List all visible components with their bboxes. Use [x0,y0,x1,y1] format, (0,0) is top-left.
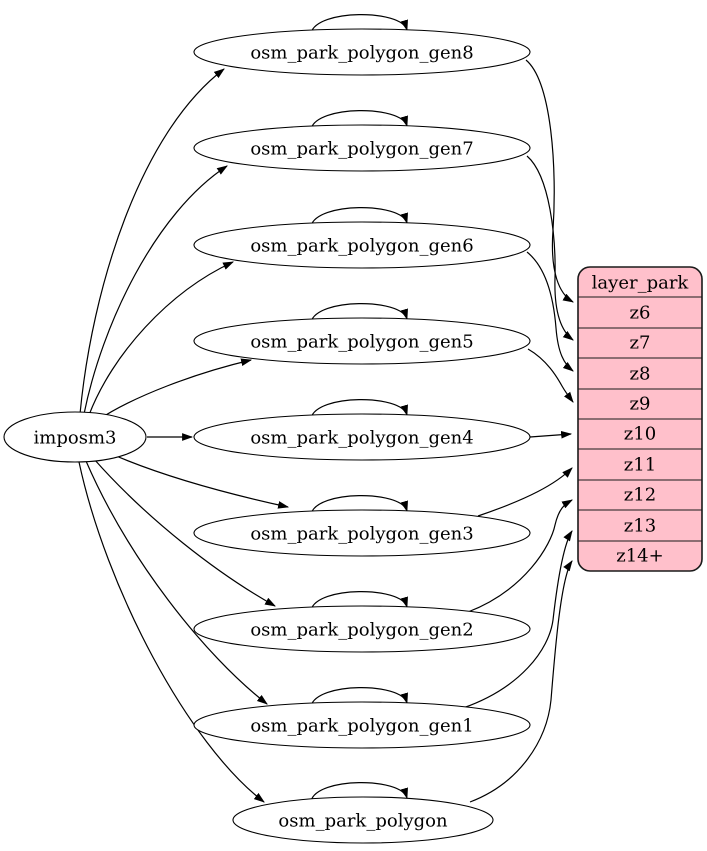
gen1-label: osm_park_polygon_gen1 [250,716,473,737]
layer-park-title: layer_park [592,273,690,294]
imposm3-label: imposm3 [34,428,117,449]
node-osm-park-polygon-gen6: osm_park_polygon_gen6 [193,221,531,269]
edge-gen1-to-z13 [462,530,573,709]
node-osm-park-polygon-gen5: osm_park_polygon_gen5 [193,317,531,365]
node-imposm3: imposm3 [3,411,147,463]
gen7-label: osm_park_polygon_gen7 [250,139,473,160]
node-osm-park-polygon-gen3: osm_park_polygon_gen3 [193,509,531,557]
self-loop-gen1 [310,687,408,707]
layer-row-z8: z8 [630,364,651,385]
node-osm-park-polygon-gen7: osm_park_polygon_gen7 [193,124,531,172]
gen6-label: osm_park_polygon_gen6 [250,236,473,257]
edge-gen7-to-z7 [526,155,574,341]
layer-row-z7: z7 [630,333,651,354]
node-osm-park-polygon-gen4: osm_park_polygon_gen4 [193,413,531,461]
edge-imposm3-to-base [78,461,265,803]
layer-row-z14plus: z14+ [616,546,663,567]
edges-to-layer [462,59,574,803]
edge-imposm3-to-gen2 [93,458,276,607]
gen2-label: osm_park_polygon_gen2 [250,620,473,641]
self-loop-gen4 [310,399,408,419]
edges-from-source [78,68,290,803]
self-loop-gen6 [310,207,408,227]
gen2-ellipse [193,605,531,653]
edge-gen6-to-z8 [526,251,574,372]
gen5-ellipse [193,317,531,365]
layer-row-z12: z12 [624,485,656,506]
base-label: osm_park_polygon [278,811,448,832]
self-loop-gen8 [310,14,408,34]
base-ellipse [232,796,494,844]
node-osm-park-polygon-gen8: osm_park_polygon_gen8 [193,28,531,76]
layer-row-z10: z10 [624,424,656,445]
self-loop-gen7 [310,110,408,130]
self-loop-gen2 [310,591,408,611]
gen3-ellipse [193,509,531,557]
imposm3-ellipse [3,411,147,463]
gen8-label: osm_park_polygon_gen8 [250,43,473,64]
edge-gen4-to-z10 [529,430,573,439]
edge-imposm3-to-gen5 [97,358,253,421]
layer-row-z9: z9 [630,394,651,415]
edge-gen3-to-z11 [477,467,573,517]
gen5-label: osm_park_polygon_gen5 [250,332,473,353]
gen4-label: osm_park_polygon_gen4 [250,428,473,449]
edge-imposm3-to-gen8 [79,68,225,415]
gen8-ellipse [193,28,531,76]
gen6-ellipse [193,221,531,269]
edge-gen2-to-z12 [467,499,573,613]
self-loop-gen5 [310,303,408,323]
node-osm-park-polygon-gen2: osm_park_polygon_gen2 [193,605,531,653]
node-osm-park-polygon-gen1: osm_park_polygon_gen1 [193,701,531,749]
layer-row-z6: z6 [630,303,651,324]
edge-imposm3-to-gen1 [85,460,268,705]
gen1-ellipse [193,701,531,749]
gen3-label: osm_park_polygon_gen3 [250,524,473,545]
edge-base-to-z14 [469,560,573,803]
node-layer-park: layer_park z6 z7 z8 z9 z10 z11 z12 z13 z… [577,266,703,572]
layer-row-z11: z11 [624,455,656,476]
self-loop-gen3 [310,495,408,515]
edge-imposm3-to-gen6 [88,261,234,416]
node-osm-park-polygon: osm_park_polygon [232,796,494,844]
edge-gen8-to-z6 [525,59,574,303]
edge-imposm3-to-gen3 [106,451,290,509]
edge-gen5-to-z9 [527,348,574,403]
gen4-ellipse [193,413,531,461]
edge-imposm3-to-gen7 [83,165,228,415]
self-loop-base [310,782,408,802]
gen7-ellipse [193,124,531,172]
self-loop-edges [310,14,408,802]
layer-row-z13: z13 [624,516,656,537]
